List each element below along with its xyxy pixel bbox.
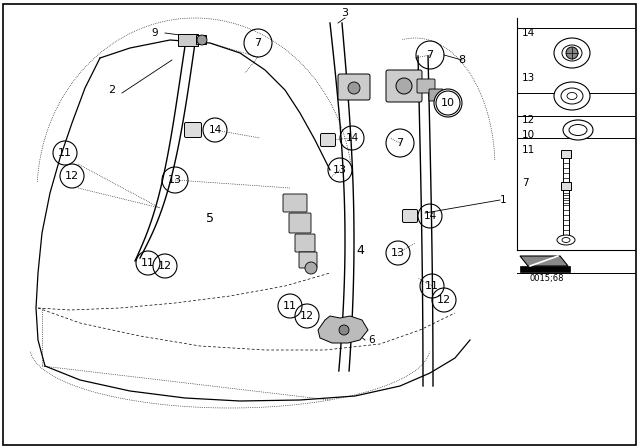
Ellipse shape	[561, 88, 583, 104]
Ellipse shape	[557, 235, 575, 245]
FancyBboxPatch shape	[338, 74, 370, 100]
Ellipse shape	[563, 120, 593, 140]
FancyBboxPatch shape	[403, 210, 417, 223]
Text: 7: 7	[255, 38, 262, 48]
Ellipse shape	[562, 45, 582, 61]
FancyBboxPatch shape	[321, 134, 335, 146]
Ellipse shape	[567, 92, 577, 99]
Circle shape	[339, 325, 349, 335]
Text: 12: 12	[437, 295, 451, 305]
Circle shape	[197, 35, 207, 45]
Text: 13: 13	[168, 175, 182, 185]
FancyBboxPatch shape	[417, 79, 435, 93]
Text: 9: 9	[152, 28, 158, 38]
Text: 12: 12	[158, 261, 172, 271]
Text: 8: 8	[458, 55, 465, 65]
Text: 7: 7	[522, 178, 529, 188]
Text: 11: 11	[58, 148, 72, 158]
Text: 14: 14	[522, 28, 535, 38]
Text: 12: 12	[522, 115, 535, 125]
Text: 14: 14	[209, 125, 221, 135]
Text: 13: 13	[522, 73, 535, 83]
FancyBboxPatch shape	[289, 213, 311, 233]
Bar	[561, 150, 571, 158]
Bar	[196, 35, 206, 44]
Bar	[520, 266, 570, 272]
Text: 6: 6	[369, 335, 375, 345]
Text: 14: 14	[424, 211, 436, 221]
Circle shape	[305, 262, 317, 274]
Ellipse shape	[569, 125, 587, 135]
FancyBboxPatch shape	[184, 122, 202, 138]
Text: 13: 13	[391, 248, 405, 258]
Text: 12: 12	[300, 311, 314, 321]
Text: 2: 2	[108, 85, 116, 95]
FancyBboxPatch shape	[299, 252, 317, 268]
Polygon shape	[318, 316, 368, 343]
Ellipse shape	[562, 237, 570, 242]
Polygon shape	[520, 256, 568, 266]
Text: 13: 13	[333, 165, 347, 175]
Ellipse shape	[554, 38, 590, 68]
FancyBboxPatch shape	[295, 234, 315, 252]
Text: 7: 7	[426, 50, 433, 60]
Text: 7: 7	[396, 138, 404, 148]
FancyBboxPatch shape	[386, 70, 422, 102]
FancyBboxPatch shape	[283, 194, 307, 212]
Circle shape	[566, 47, 578, 59]
Text: 5: 5	[206, 211, 214, 224]
Ellipse shape	[554, 82, 590, 110]
FancyBboxPatch shape	[429, 89, 443, 101]
Text: 11: 11	[522, 145, 535, 155]
Text: 10: 10	[522, 130, 535, 140]
Text: 11: 11	[425, 281, 439, 291]
Text: 12: 12	[65, 171, 79, 181]
Bar	[561, 182, 571, 190]
Circle shape	[348, 82, 360, 94]
Circle shape	[396, 78, 412, 94]
Text: 11: 11	[283, 301, 297, 311]
Text: 1: 1	[500, 195, 507, 205]
Text: 0015;68: 0015;68	[530, 273, 564, 283]
Text: 4: 4	[356, 244, 364, 257]
Text: 11: 11	[141, 258, 155, 268]
Text: 3: 3	[342, 8, 349, 18]
Circle shape	[434, 89, 462, 117]
Text: 14: 14	[346, 133, 358, 143]
Bar	[178, 34, 198, 46]
Text: 10: 10	[441, 98, 455, 108]
